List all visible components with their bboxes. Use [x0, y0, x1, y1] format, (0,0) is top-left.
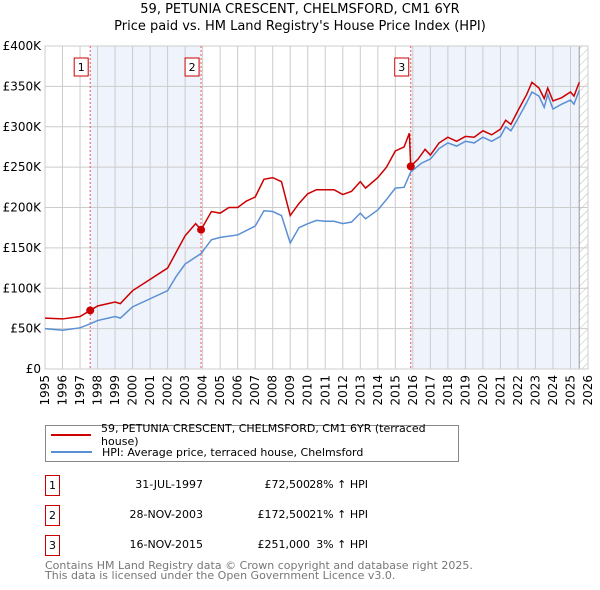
x-tick-label: 2026 [581, 375, 595, 406]
x-tick-label: 2023 [528, 375, 542, 406]
x-tick-label: 2015 [388, 375, 402, 406]
legend-label: 59, PETUNIA CRESCENT, CHELMSFORD, CM1 6Y… [101, 422, 426, 448]
y-tick-label: £300K [3, 120, 43, 134]
transaction-row: 2 28-NOV-2003 £172,500 21% ↑ HPI [45, 505, 465, 526]
x-tick-label: 2001 [143, 375, 157, 406]
y-tick-label: £250K [3, 160, 43, 174]
sale-label: 2 [189, 61, 196, 74]
sale-label: 3 [398, 61, 405, 74]
x-tick-label: 2010 [301, 375, 315, 406]
y-tick-label: £50K [10, 322, 42, 336]
x-tick-label: 2020 [476, 375, 490, 406]
sale-point [197, 225, 206, 234]
y-tick-label: £400K [3, 39, 43, 53]
transaction-price: £251,000 [257, 538, 311, 551]
x-tick-label: 2014 [371, 375, 385, 406]
x-tick-label: 2024 [546, 375, 560, 406]
y-tick-label: £200K [3, 201, 43, 215]
legend-item-hpi: HPI: Average price, terraced house, Chel… [51, 444, 363, 460]
x-tick-label: 2022 [511, 375, 525, 406]
x-tick-label: 2016 [406, 375, 420, 406]
transaction-hpi-change: 3% ↑ HPI [316, 538, 368, 551]
transaction-row: 3 16-NOV-2015 £251,000 3% ↑ HPI [45, 535, 465, 556]
transaction-marker: 2 [45, 505, 60, 526]
x-tick-label: 2013 [353, 375, 367, 406]
x-tick-label: 2008 [266, 375, 280, 406]
transaction-row: 1 31-JUL-1997 £72,500 28% ↑ HPI [45, 475, 465, 496]
sale-label: 1 [78, 61, 85, 74]
legend-swatch-blue [51, 451, 92, 453]
x-tick-label: 2006 [231, 375, 245, 406]
x-tick-label: 2012 [336, 375, 350, 406]
hpi-line [44, 90, 580, 331]
transaction-price: £72,500 [264, 478, 311, 491]
chart-subtitle: Price paid vs. HM Land Registry's House … [114, 19, 486, 34]
x-tick-label: 1997 [73, 375, 87, 406]
x-tick-label: 2003 [178, 375, 192, 406]
x-tick-label: 2005 [213, 375, 227, 406]
chart-title: 59, PETUNIA CRESCENT, CHELMSFORD, CM1 6Y… [140, 2, 460, 17]
transaction-date: 16-NOV-2015 [129, 538, 203, 551]
x-tick-label: 1999 [108, 375, 122, 406]
legend-swatch-red [51, 434, 92, 436]
x-tick-label: 2000 [126, 375, 140, 406]
sale-point [86, 306, 95, 315]
plot-border [44, 45, 589, 370]
transaction-marker: 1 [45, 475, 60, 496]
transaction-date: 31-JUL-1997 [135, 478, 203, 491]
x-tick-label: 1996 [56, 375, 70, 406]
legend-item-property: 59, PETUNIA CRESCENT, CHELMSFORD, CM1 6Y… [51, 422, 458, 448]
transaction-marker: 3 [45, 535, 60, 556]
x-tick-label: 2021 [493, 375, 507, 406]
x-tick-label: 1995 [38, 375, 52, 406]
x-tick-label: 2002 [161, 375, 175, 406]
y-tick-label: £100K [3, 281, 43, 295]
footer-licence: This data is licensed under the Open Gov… [45, 569, 396, 582]
property-price-line [44, 81, 580, 320]
y-tick-label: £150K [3, 241, 43, 255]
y-tick-label: £350K [3, 79, 43, 93]
transaction-hpi-change: 21% ↑ HPI [309, 508, 368, 521]
x-tick-label: 2025 [563, 375, 577, 406]
x-tick-label: 2011 [318, 375, 332, 406]
price-chart: 1995 1996 1997 1998 1999 2000 2001 2002 2003 2004… [3, 39, 595, 406]
x-tick-label: 2004 [196, 375, 210, 406]
transaction-date: 28-NOV-2003 [129, 508, 203, 521]
x-tick-label: 1998 [91, 375, 105, 406]
x-tick-label: 2017 [423, 375, 437, 406]
footer-copyright: Contains HM Land Registry data © Crown c… [45, 559, 473, 572]
transaction-price: £172,500 [257, 508, 311, 521]
sale-label-box [394, 57, 410, 77]
sale-label-box [184, 57, 200, 77]
legend: 59, PETUNIA CRESCENT, CHELMSFORD, CM1 6Y… [45, 422, 459, 462]
y-tick-label: £0 [26, 362, 41, 376]
x-tick-label: 2018 [441, 375, 455, 406]
sale-point [406, 162, 415, 171]
x-tick-label: 2009 [283, 375, 297, 406]
transaction-hpi-change: 28% ↑ HPI [309, 478, 368, 491]
sale-label-box [73, 57, 89, 77]
x-tick-label: 2007 [248, 375, 262, 406]
legend-label: HPI: Average price, terraced house, Chel… [102, 445, 364, 459]
x-tick-label: 2019 [458, 375, 472, 406]
